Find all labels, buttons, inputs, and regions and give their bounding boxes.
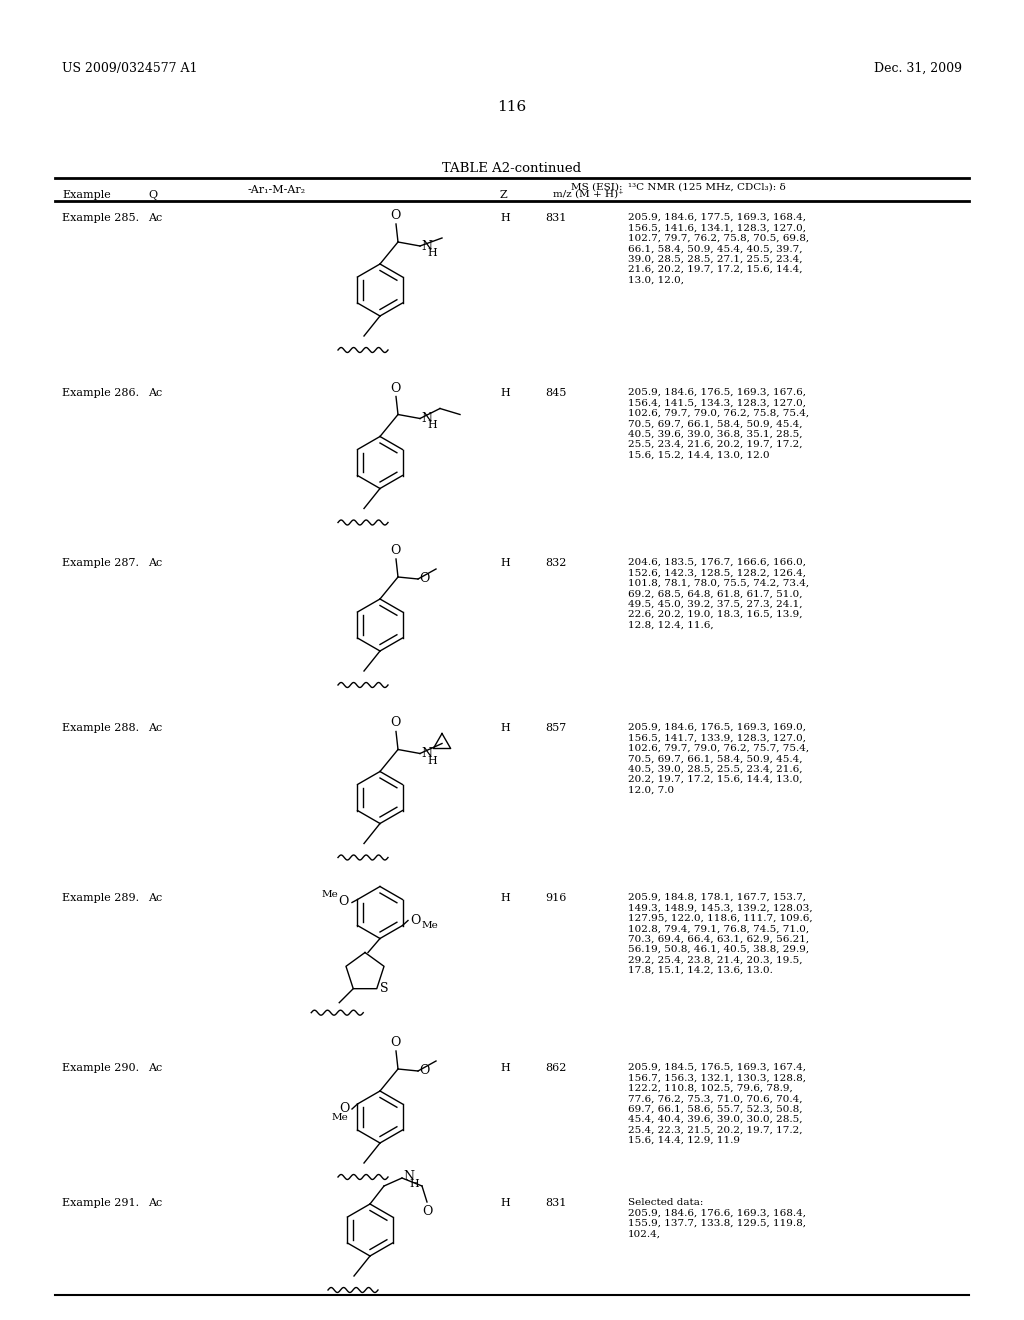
Text: H: H bbox=[427, 755, 437, 766]
Text: m/z (M + H)⁺: m/z (M + H)⁺ bbox=[553, 190, 624, 199]
Text: Example 290.: Example 290. bbox=[62, 1063, 139, 1073]
Text: O: O bbox=[410, 913, 421, 927]
Text: H: H bbox=[427, 421, 437, 430]
Text: 832: 832 bbox=[545, 558, 566, 568]
Text: S: S bbox=[380, 982, 388, 995]
Text: Ac: Ac bbox=[148, 388, 162, 399]
Text: Example 289.: Example 289. bbox=[62, 894, 139, 903]
Text: O: O bbox=[390, 1036, 400, 1049]
Text: ¹³C NMR (125 MHz, CDCl₃): δ: ¹³C NMR (125 MHz, CDCl₃): δ bbox=[628, 183, 785, 191]
Text: O: O bbox=[422, 1205, 432, 1218]
Text: H: H bbox=[500, 1063, 510, 1073]
Text: O: O bbox=[390, 544, 400, 557]
Text: TABLE A2-continued: TABLE A2-continued bbox=[442, 162, 582, 176]
Text: O: O bbox=[419, 1064, 429, 1077]
Text: Example 285.: Example 285. bbox=[62, 213, 139, 223]
Text: 205.9, 184.6, 176.5, 169.3, 167.6,
156.4, 141.5, 134.3, 128.3, 127.0,
102.6, 79.: 205.9, 184.6, 176.5, 169.3, 167.6, 156.4… bbox=[628, 388, 809, 459]
Text: O: O bbox=[339, 895, 349, 908]
Text: H: H bbox=[500, 213, 510, 223]
Text: 116: 116 bbox=[498, 100, 526, 114]
Text: O: O bbox=[390, 381, 400, 395]
Text: Dec. 31, 2009: Dec. 31, 2009 bbox=[874, 62, 962, 75]
Text: 205.9, 184.5, 176.5, 169.3, 167.4,
156.7, 156.3, 132.1, 130.3, 128.8,
122.2, 110: 205.9, 184.5, 176.5, 169.3, 167.4, 156.7… bbox=[628, 1063, 806, 1144]
Text: N: N bbox=[421, 239, 432, 252]
Text: 205.9, 184.8, 178.1, 167.7, 153.7,
149.3, 148.9, 145.3, 139.2, 128.03,
127.95, 1: 205.9, 184.8, 178.1, 167.7, 153.7, 149.3… bbox=[628, 894, 813, 974]
Text: Selected data:
205.9, 184.6, 176.6, 169.3, 168.4,
155.9, 137.7, 133.8, 129.5, 11: Selected data: 205.9, 184.6, 176.6, 169.… bbox=[628, 1199, 806, 1238]
Text: Q: Q bbox=[148, 190, 157, 201]
Text: Example 291.: Example 291. bbox=[62, 1199, 139, 1208]
Text: N: N bbox=[403, 1171, 414, 1184]
Text: US 2009/0324577 A1: US 2009/0324577 A1 bbox=[62, 62, 198, 75]
Text: Ac: Ac bbox=[148, 558, 162, 568]
Text: N: N bbox=[421, 747, 432, 760]
Text: 204.6, 183.5, 176.7, 166.6, 166.0,
152.6, 142.3, 128.5, 128.2, 126.4,
101.8, 78.: 204.6, 183.5, 176.7, 166.6, 166.0, 152.6… bbox=[628, 558, 809, 630]
Text: Z: Z bbox=[500, 190, 508, 201]
Text: Ac: Ac bbox=[148, 1199, 162, 1208]
Text: 845: 845 bbox=[545, 388, 566, 399]
Text: N: N bbox=[421, 412, 432, 425]
Text: 831: 831 bbox=[545, 1199, 566, 1208]
Text: O: O bbox=[390, 209, 400, 222]
Text: MS (ESI):: MS (ESI): bbox=[571, 183, 623, 191]
Text: Me: Me bbox=[322, 890, 338, 899]
Text: H: H bbox=[409, 1179, 419, 1189]
Text: Ac: Ac bbox=[148, 723, 162, 733]
Text: 831: 831 bbox=[545, 213, 566, 223]
Text: Example 286.: Example 286. bbox=[62, 388, 139, 399]
Text: Me: Me bbox=[422, 921, 438, 931]
Text: 916: 916 bbox=[545, 894, 566, 903]
Text: Ac: Ac bbox=[148, 1063, 162, 1073]
Text: H: H bbox=[500, 894, 510, 903]
Text: 862: 862 bbox=[545, 1063, 566, 1073]
Text: O: O bbox=[340, 1101, 350, 1114]
Text: H: H bbox=[500, 723, 510, 733]
Text: Ac: Ac bbox=[148, 213, 162, 223]
Text: 857: 857 bbox=[545, 723, 566, 733]
Text: Me: Me bbox=[331, 1114, 348, 1122]
Text: Example 288.: Example 288. bbox=[62, 723, 139, 733]
Text: H: H bbox=[500, 388, 510, 399]
Text: O: O bbox=[390, 717, 400, 730]
Text: -Ar₁-M-Ar₂: -Ar₁-M-Ar₂ bbox=[248, 185, 306, 195]
Text: H: H bbox=[500, 1199, 510, 1208]
Text: Ac: Ac bbox=[148, 894, 162, 903]
Text: O: O bbox=[419, 572, 429, 585]
Text: Example 287.: Example 287. bbox=[62, 558, 139, 568]
Text: 205.9, 184.6, 176.5, 169.3, 169.0,
156.5, 141.7, 133.9, 128.3, 127.0,
102.6, 79.: 205.9, 184.6, 176.5, 169.3, 169.0, 156.5… bbox=[628, 723, 809, 795]
Text: H: H bbox=[427, 248, 437, 257]
Text: Example: Example bbox=[62, 190, 111, 201]
Text: H: H bbox=[500, 558, 510, 568]
Text: 205.9, 184.6, 177.5, 169.3, 168.4,
156.5, 141.6, 134.1, 128.3, 127.0,
102.7, 79.: 205.9, 184.6, 177.5, 169.3, 168.4, 156.5… bbox=[628, 213, 809, 284]
